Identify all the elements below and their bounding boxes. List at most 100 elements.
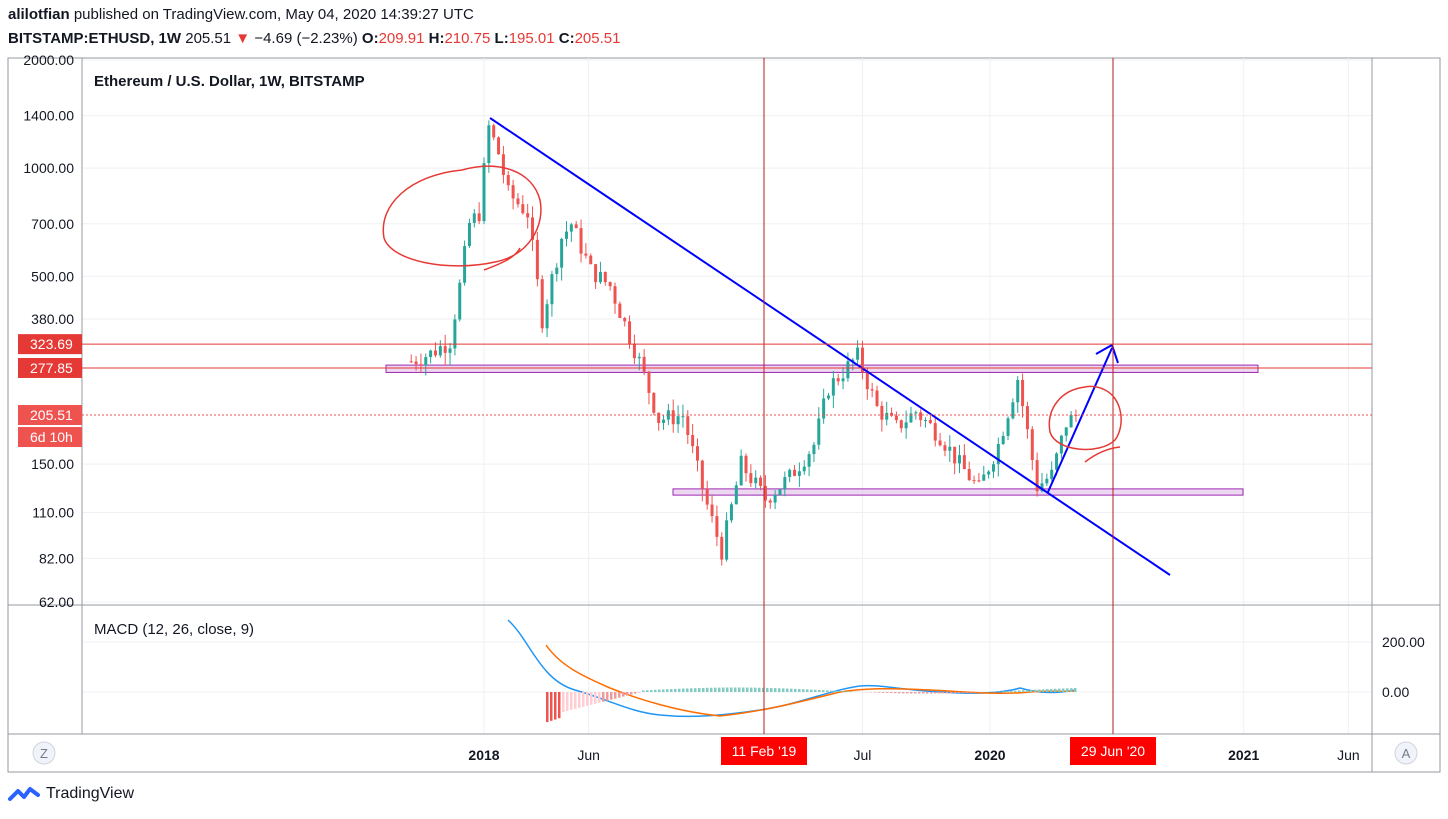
price-axis[interactable]: 2000.00 1400.00 1000.00 700.00 500.00 380.00 1… bbox=[23, 52, 74, 610]
candle-body bbox=[865, 372, 869, 390]
macd-hist-bar bbox=[1066, 688, 1069, 692]
candle-body bbox=[433, 350, 437, 356]
candle-body bbox=[482, 163, 486, 222]
candle-body bbox=[788, 469, 792, 478]
candle-body bbox=[754, 477, 758, 484]
footer-brand[interactable]: TradingView bbox=[8, 785, 134, 803]
candle-body bbox=[778, 489, 782, 495]
candle-body bbox=[438, 346, 442, 356]
macd-hist-bar bbox=[746, 687, 749, 692]
macd-hist-bar bbox=[770, 688, 773, 692]
macd-hist-bar bbox=[846, 691, 849, 692]
time-tick: 2020 bbox=[974, 747, 1005, 763]
time-axis[interactable]: 2018 Jun Jul 2020 2021 Jun 11 Feb '19 29 Jun '2… bbox=[468, 737, 1360, 765]
candle-body bbox=[1011, 402, 1015, 419]
zoom-scale-button[interactable] bbox=[32, 741, 56, 765]
candles bbox=[409, 120, 1078, 566]
macd-hist-bar bbox=[650, 690, 653, 692]
macd-hist-bar bbox=[666, 689, 669, 692]
candle-body bbox=[744, 455, 748, 474]
macd-hist-bar bbox=[774, 688, 777, 692]
macd-hist-bar bbox=[934, 692, 937, 694]
macd-hist-bar bbox=[586, 692, 589, 706]
candle-body bbox=[817, 418, 821, 445]
candle-body bbox=[1035, 460, 1039, 492]
candle-body bbox=[647, 371, 651, 393]
macd-hist-bar bbox=[702, 687, 705, 692]
macd-hist-bar bbox=[1050, 688, 1053, 692]
price-tick: 500.00 bbox=[31, 268, 74, 284]
macd-hist-bar bbox=[890, 692, 893, 694]
candle-body bbox=[953, 446, 957, 464]
candle-body bbox=[448, 348, 452, 353]
candle-body bbox=[802, 466, 806, 472]
candle-body bbox=[851, 359, 855, 362]
macd-hist-bar bbox=[1042, 689, 1045, 692]
candle-body bbox=[831, 378, 835, 396]
macd-hist-bar bbox=[654, 689, 657, 692]
candle-body bbox=[982, 474, 986, 481]
candle-body bbox=[793, 469, 797, 476]
candle-body bbox=[487, 125, 491, 164]
publisher-line: alilotfian published on TradingView.com,… bbox=[8, 6, 474, 23]
macd-hist-bar bbox=[842, 691, 845, 692]
resistance-zone bbox=[385, 364, 1259, 373]
candle-body bbox=[632, 343, 636, 359]
macd-hist-bar bbox=[750, 687, 753, 692]
candle-body bbox=[453, 319, 457, 349]
macd-hist-bar bbox=[1074, 688, 1077, 692]
macd-hist-bar bbox=[562, 692, 565, 712]
macd-hist-bar bbox=[742, 687, 745, 692]
candle-body bbox=[574, 224, 578, 229]
candle-body bbox=[749, 473, 753, 484]
macd-hist-bar bbox=[754, 687, 757, 692]
macd-hist-bar bbox=[642, 690, 645, 692]
published-text: published on TradingView.com, May 04, 20… bbox=[73, 6, 474, 23]
price-label-text: 6d 10h bbox=[30, 429, 73, 445]
price-tick: 150.00 bbox=[31, 456, 74, 472]
price-tick: 700.00 bbox=[31, 216, 74, 232]
price-label-box bbox=[18, 357, 82, 378]
tradingview-logo-icon bbox=[8, 787, 40, 801]
candle-body bbox=[725, 520, 729, 560]
circle-annotation-current bbox=[1048, 385, 1122, 463]
macd-hist-bar bbox=[614, 692, 617, 699]
drawings bbox=[82, 58, 1372, 734]
candle-body bbox=[1040, 483, 1044, 492]
candle-body bbox=[414, 361, 418, 365]
candle-body bbox=[555, 267, 559, 275]
candle-body bbox=[958, 455, 962, 464]
macd-hist-bar bbox=[826, 690, 829, 692]
price-tick: 380.00 bbox=[31, 311, 74, 327]
macd-hist-bar bbox=[962, 692, 965, 693]
candle-body bbox=[666, 410, 670, 420]
chart-title: Ethereum / U.S. Dollar, 1W, BITSTAMP bbox=[94, 73, 365, 90]
macd-axis[interactable]: 200.00 0.00 bbox=[1382, 634, 1425, 700]
candle-body bbox=[419, 364, 423, 366]
macd-hist-bar bbox=[922, 692, 925, 694]
macd-hist-bar bbox=[918, 692, 921, 694]
macd-hist-bar bbox=[1010, 690, 1013, 692]
macd-hist-bar bbox=[1022, 690, 1025, 692]
macd-hist-bar bbox=[710, 687, 713, 692]
macd-hist-bar bbox=[662, 689, 665, 692]
macd-hist-bar bbox=[1054, 688, 1057, 692]
auto-scale-button[interactable] bbox=[1394, 741, 1418, 765]
macd-hist-bar bbox=[1034, 689, 1037, 692]
author-name[interactable]: alilotfian bbox=[8, 6, 70, 23]
candle-body bbox=[662, 419, 666, 423]
candle-body bbox=[860, 347, 864, 373]
price-tick: 1400.00 bbox=[23, 108, 74, 124]
macd-hist-bar bbox=[554, 692, 557, 720]
candle-body bbox=[924, 419, 928, 421]
price-label-text: 277.85 bbox=[30, 360, 73, 376]
candle-body bbox=[1030, 429, 1034, 461]
macd-hist-bar bbox=[998, 691, 1001, 692]
high-value: 210.75 bbox=[444, 30, 491, 47]
macd-pane bbox=[507, 619, 1077, 723]
candle-body bbox=[686, 416, 690, 436]
candle-body bbox=[812, 444, 816, 455]
candle-body bbox=[720, 536, 724, 560]
candle-body bbox=[967, 469, 971, 481]
